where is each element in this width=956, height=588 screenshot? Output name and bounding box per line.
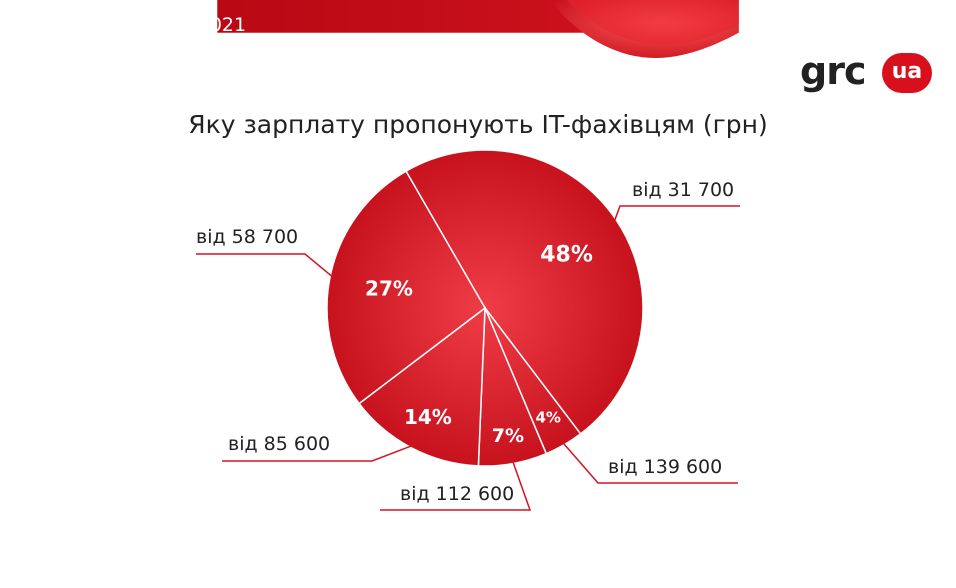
header-title: Ринок праці 2021 (72, 14, 247, 36)
slice-percent-label: 48% (540, 242, 593, 267)
slice-category-label: від 112 600 (400, 483, 514, 505)
header-bar (217, 0, 739, 58)
leader-line (196, 253, 334, 278)
pie-slice[interactable] (404, 149, 644, 435)
logo-text: grc (800, 49, 866, 93)
pie-slice[interactable] (358, 306, 486, 467)
slice-category-label: від 139 600 (608, 456, 722, 478)
slice-percent-label: 7% (492, 425, 524, 447)
slice-category-label: від 85 600 (228, 433, 330, 455)
slice-percent-label: 4% (535, 409, 560, 427)
slice-percent-label: 27% (365, 277, 413, 301)
slice-percent-label: 14% (404, 405, 452, 429)
slice-category-label: від 31 700 (632, 179, 734, 201)
leader-line (380, 460, 532, 511)
chart-title: Яку зарплату пропонують IT-фахівцям (грн… (188, 110, 768, 139)
leader-line (613, 205, 740, 223)
logo-badge: ua (882, 53, 932, 93)
leader-line (222, 444, 414, 462)
slice-category-label: від 58 700 (196, 226, 298, 248)
leader-line (561, 441, 738, 484)
pie-slice[interactable] (326, 170, 486, 405)
